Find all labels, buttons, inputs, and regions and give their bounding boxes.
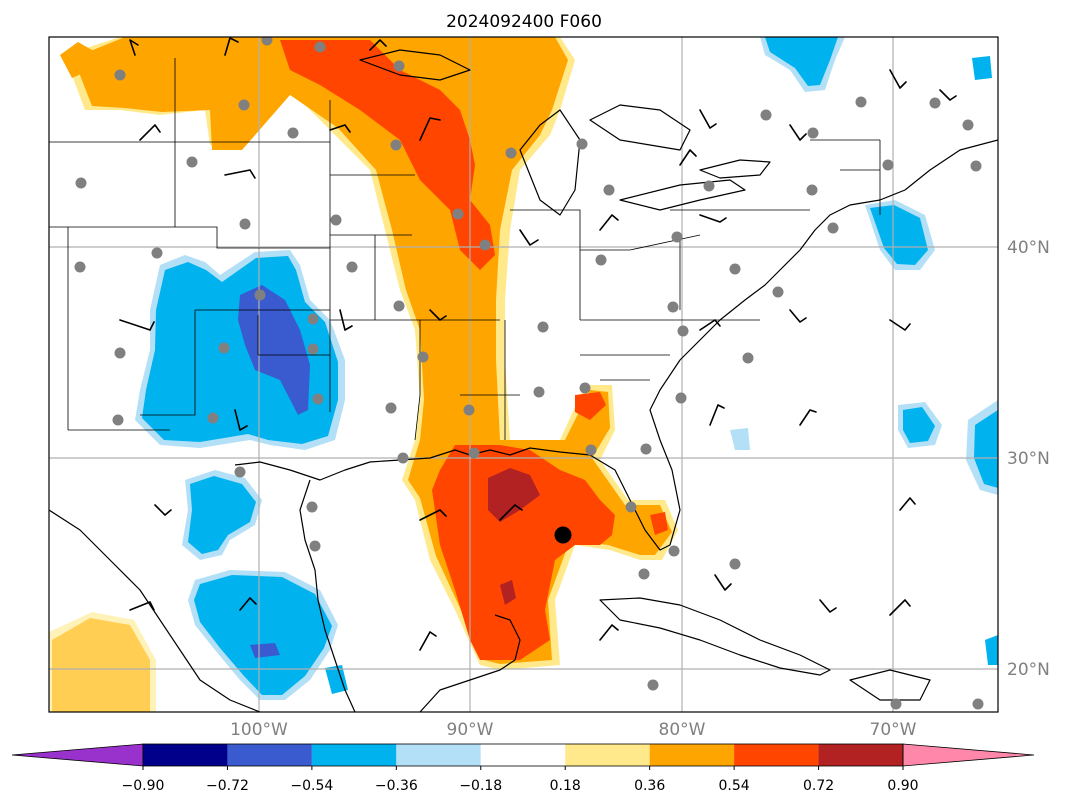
colorbar-tick-label: 0.36 [634, 778, 665, 794]
colorbar-tick-label: −0.54 [290, 778, 333, 794]
lat-label-30n: 30°N [1007, 449, 1050, 469]
stations [74, 37, 984, 710]
colorbar-tick-label: 0.90 [887, 778, 918, 794]
positive-anomaly-field [49, 37, 678, 712]
lon-label-90w: 90°W [447, 720, 494, 740]
colorbar-segment [734, 744, 819, 766]
colorbar-tick-label: −0.36 [375, 778, 418, 794]
colorbar-segment [227, 744, 312, 766]
colorbar-segment [649, 744, 735, 766]
colorbar-tick-label: 0.18 [550, 778, 581, 794]
negative-anomaly-field [135, 37, 998, 700]
colorbar-extend-high [902, 743, 1035, 767]
map-frame [48, 36, 999, 713]
colorbar-segment [818, 744, 903, 766]
colorbar-segment [143, 744, 228, 766]
map-title: 2024092400 F060 [446, 12, 602, 32]
colorbar-extend-low [11, 743, 144, 767]
map-panel [49, 37, 998, 712]
colorbar-segment [565, 744, 650, 766]
lat-label-20n: 20°N [1007, 660, 1050, 680]
colorbar-tick-label: 0.72 [803, 778, 834, 794]
coastlines [49, 49, 998, 712]
colorbar-segment [311, 744, 397, 766]
longitude-labels: 100°W 90°W 80°W 70°W [230, 720, 917, 740]
colorbar-tick-label: 0.54 [719, 778, 750, 794]
colorbar-frame [142, 743, 904, 767]
colorbar-tick-label: −0.18 [459, 778, 502, 794]
political-borders [49, 58, 881, 441]
lon-label-70w: 70°W [870, 720, 917, 740]
wind-barbs [119, 37, 957, 651]
colorbar-tick-label: −0.90 [122, 778, 165, 794]
colorbar: −0.90 −0.72 −0.54 −0.36 −0.18 0.18 0.36 0.54 0.7… [11, 743, 1035, 794]
colorbar-segment [480, 744, 566, 766]
storm-center-marker [554, 526, 572, 544]
colorbar-segment [396, 744, 481, 766]
colorbar-tick-label: −0.72 [206, 778, 249, 794]
graticule [49, 37, 998, 712]
lon-label-100w: 100°W [230, 720, 288, 740]
lon-label-80w: 80°W [659, 720, 706, 740]
latitude-labels: 40°N 30°N 20°N [1007, 238, 1050, 680]
lat-label-40n: 40°N [1007, 238, 1050, 258]
